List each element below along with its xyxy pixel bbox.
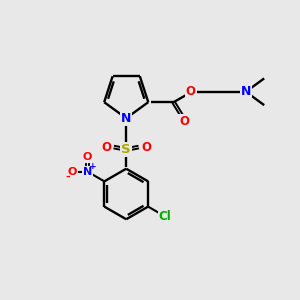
Text: N: N [121, 112, 131, 125]
Text: O: O [186, 85, 196, 98]
Text: O: O [83, 152, 92, 162]
Text: O: O [68, 167, 77, 177]
Text: +: + [88, 162, 96, 171]
Text: O: O [179, 115, 189, 128]
Text: Cl: Cl [158, 210, 171, 223]
Text: O: O [101, 141, 111, 154]
Text: N: N [241, 85, 251, 98]
Text: N: N [83, 167, 92, 177]
Text: S: S [122, 143, 131, 156]
Text: O: O [141, 141, 151, 154]
Text: -: - [65, 172, 70, 182]
